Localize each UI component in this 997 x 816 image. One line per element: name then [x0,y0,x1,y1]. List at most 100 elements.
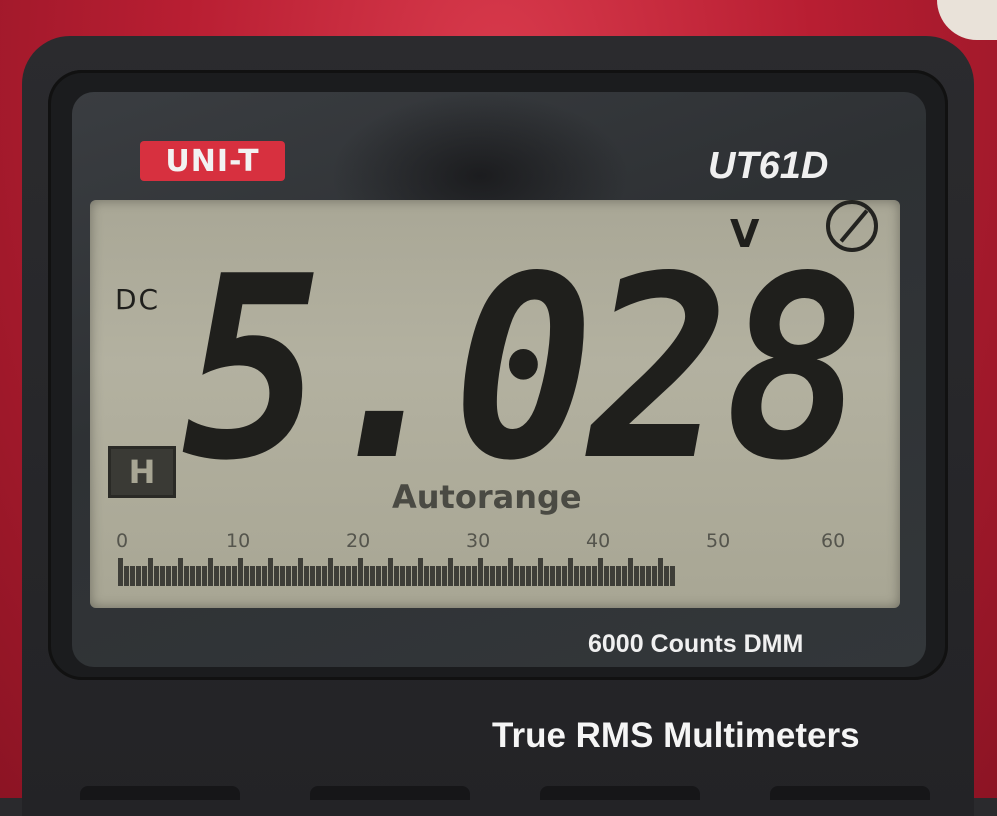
bargraph-segment [490,566,495,586]
bargraph-segment [502,566,507,586]
bargraph-segment [352,566,357,586]
bargraph-segment [466,566,471,586]
bargraph-segment [304,566,309,586]
bargraph-segment [514,566,519,586]
bargraph-segment [526,566,531,586]
bargraph-segment [118,558,123,586]
bargraph-segment [346,566,351,586]
bargraph-segment [508,558,513,586]
bargraph-segment [358,558,363,586]
bargraph-segment [364,566,369,586]
bargraph-segment [484,566,489,586]
bargraph-segment [262,566,267,586]
lcd-screen [90,200,900,608]
brand-logo: UNI-T [140,141,285,181]
bargraph-segment [562,566,567,586]
bargraph-segment [130,566,135,586]
bargraph-segment [280,566,285,586]
counts-label: 6000 Counts DMM [588,630,804,658]
bargraph-segment [214,566,219,586]
bargraph-segment [340,566,345,586]
bargraph-segment [580,566,585,586]
bargraph-segment [634,566,639,586]
bargraph-segment [244,566,249,586]
bargraph-segment [574,566,579,586]
bargraph-segment [568,558,573,586]
bargraph-segment [520,566,525,586]
bargraph-segment [454,566,459,586]
bargraph-segment [142,566,147,586]
button-row [60,786,940,800]
analog-bargraph [118,556,858,592]
bargraph-segment [670,566,675,586]
bargraph-segment [160,566,165,586]
bargraph-segment [394,566,399,586]
bargraph-tick: 10 [226,530,251,552]
bargraph-segment [538,558,543,586]
bargraph-segment [220,566,225,586]
bargraph-segment [544,566,549,586]
bargraph-segment [256,566,261,586]
bargraph-segment [616,566,621,586]
bargraph-segment [316,566,321,586]
bargraph-segment [550,566,555,586]
hold-indicator: H [108,446,176,498]
bargraph-scale: 0 10 20 30 40 50 60 [116,530,856,556]
bargraph-segment [532,566,537,586]
bargraph-tick: 0 [116,530,129,552]
unit-indicator: V [730,212,760,256]
main-reading: 5.028 [182,223,865,516]
bargraph-segment [154,566,159,586]
bargraph-segment [436,566,441,586]
bargraph-segment [328,558,333,586]
function-button[interactable] [540,786,700,800]
bargraph-segment [472,566,477,586]
bargraph-segment [190,566,195,586]
bargraph-segment [418,558,423,586]
bargraph-segment [628,558,633,586]
bargraph-segment [460,566,465,586]
bargraph-segment [184,566,189,586]
bargraph-segment [610,566,615,586]
bargraph-segment [178,558,183,586]
bargraph-segment [124,566,129,586]
bargraph-segment [208,558,213,586]
bargraph-segment [298,558,303,586]
bargraph-segment [292,566,297,586]
bargraph-segment [310,566,315,586]
bargraph-tick: 30 [466,530,491,552]
bargraph-segment [412,566,417,586]
function-button[interactable] [80,786,240,800]
bargraph-segment [370,566,375,586]
bargraph-segment [382,566,387,586]
bargraph-segment [136,566,141,586]
bargraph-segment [400,566,405,586]
function-button[interactable] [310,786,470,800]
bargraph-segment [274,566,279,586]
bargraph-segment [268,558,273,586]
bargraph-segment [334,566,339,586]
bargraph-segment [232,566,237,586]
function-button[interactable] [770,786,930,800]
bargraph-segment [238,558,243,586]
bargraph-segment [598,558,603,586]
bargraph-segment [172,566,177,586]
bargraph-segment [322,566,327,586]
bargraph-segment [448,558,453,586]
bargraph-segment [478,558,483,586]
bargraph-segment [496,566,501,586]
bargraph-segment [604,566,609,586]
subtitle-label: True RMS Multimeters [492,716,860,755]
bargraph-segment [556,566,561,586]
bargraph-tick: 20 [346,530,371,552]
bargraph-segment [652,566,657,586]
bargraph-segment [376,566,381,586]
bargraph-tick: 40 [586,530,611,552]
bargraph-segment [166,566,171,586]
bargraph-segment [196,566,201,586]
bargraph-segment [430,566,435,586]
bargraph-tick: 50 [706,530,731,552]
autorange-indicator: Autorange [392,478,582,516]
bargraph-segment [646,566,651,586]
bargraph-segment [250,566,255,586]
